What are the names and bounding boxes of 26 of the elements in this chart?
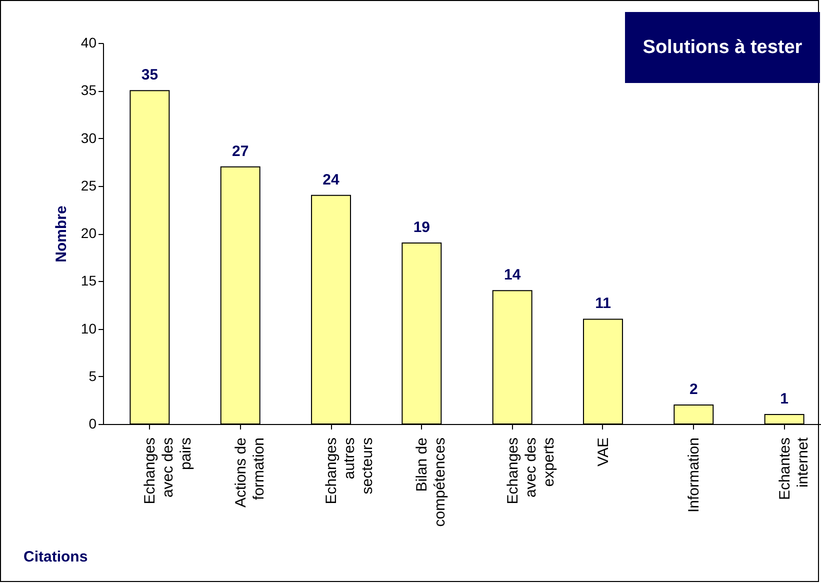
data-label: 24 (322, 171, 340, 188)
x-tick-label: Echanges avec des experts (504, 438, 558, 504)
x-tick-label: Echanges autres secteurs (323, 438, 376, 504)
y-tick-label: 35 (80, 82, 97, 98)
y-tick-label: 20 (80, 225, 97, 241)
title-panel: Solutions à tester (625, 12, 820, 83)
y-tick-label: 25 (80, 177, 97, 194)
x-axis-title: Citations (24, 548, 88, 566)
data-label: 11 (595, 295, 611, 312)
y-axis-title: Nombre (52, 206, 70, 262)
data-label: 14 (504, 266, 522, 284)
y-tick-label: 40 (80, 34, 97, 50)
data-label: 19 (413, 219, 430, 236)
x-tick-label: Information (686, 438, 703, 513)
y-tick-label: 15 (80, 272, 97, 289)
y-tick-label: 10 (80, 320, 97, 336)
y-tick-label: 5 (88, 368, 97, 384)
x-tick-label: Echanges avec des pairs (142, 438, 195, 504)
data-label: 1 (780, 390, 788, 408)
data-label: 2 (689, 380, 698, 398)
y-tick-label: 30 (80, 130, 97, 146)
data-label: 27 (232, 142, 249, 160)
y-tick-label: 0 (88, 416, 97, 432)
x-tick-label: Echantes internet (776, 436, 812, 500)
x-tick-label: VAE (594, 438, 612, 466)
data-label: 35 (141, 66, 158, 84)
